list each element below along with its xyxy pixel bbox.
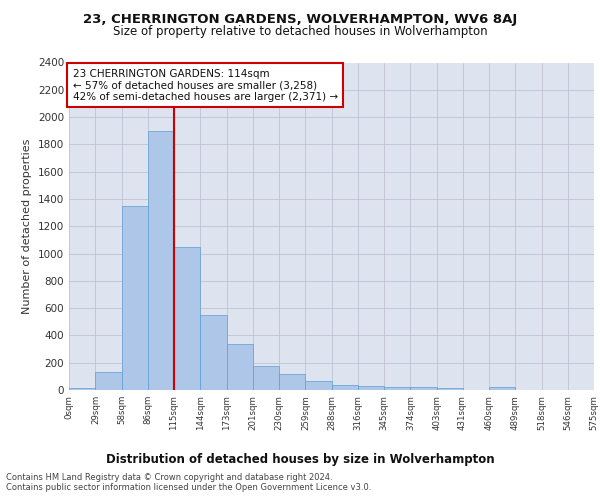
Bar xyxy=(437,388,463,390)
Y-axis label: Number of detached properties: Number of detached properties xyxy=(22,138,32,314)
Bar xyxy=(332,384,358,390)
Bar xyxy=(305,381,332,390)
Bar xyxy=(122,206,148,390)
Text: 23, CHERRINGTON GARDENS, WOLVERHAMPTON, WV6 8AJ: 23, CHERRINGTON GARDENS, WOLVERHAMPTON, … xyxy=(83,12,517,26)
Text: Size of property relative to detached houses in Wolverhampton: Size of property relative to detached ho… xyxy=(113,25,487,38)
Bar xyxy=(200,315,227,390)
Bar xyxy=(489,388,515,390)
Bar xyxy=(384,386,410,390)
Text: Distribution of detached houses by size in Wolverhampton: Distribution of detached houses by size … xyxy=(106,452,494,466)
Bar xyxy=(253,366,279,390)
Bar xyxy=(410,388,437,390)
Bar xyxy=(95,372,122,390)
Text: Contains HM Land Registry data © Crown copyright and database right 2024.: Contains HM Land Registry data © Crown c… xyxy=(6,472,332,482)
Bar xyxy=(227,344,253,390)
Bar xyxy=(174,246,200,390)
Text: Contains public sector information licensed under the Open Government Licence v3: Contains public sector information licen… xyxy=(6,484,371,492)
Bar xyxy=(148,130,174,390)
Bar xyxy=(279,374,305,390)
Bar xyxy=(358,386,384,390)
Text: 23 CHERRINGTON GARDENS: 114sqm
← 57% of detached houses are smaller (3,258)
42% : 23 CHERRINGTON GARDENS: 114sqm ← 57% of … xyxy=(73,68,338,102)
Bar xyxy=(69,388,95,390)
